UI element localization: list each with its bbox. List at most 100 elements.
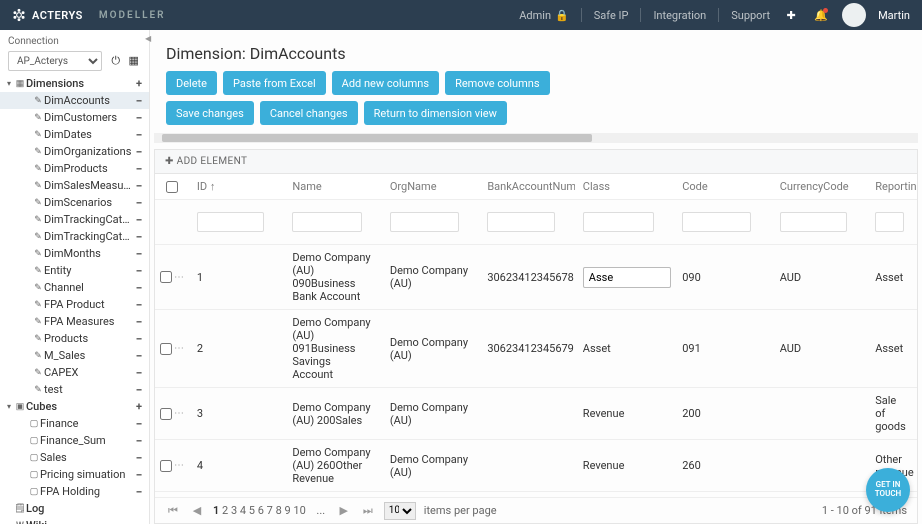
support-link[interactable]: Support xyxy=(731,9,770,22)
grid-filter-row xyxy=(155,200,917,245)
avatar[interactable] xyxy=(842,3,866,27)
tree-item[interactable]: ▢Sales− xyxy=(0,449,149,466)
tree-item[interactable]: ▢Finance− xyxy=(0,415,149,432)
tree-item[interactable]: ✎DimProducts− xyxy=(0,160,149,177)
col-curr[interactable]: CurrencyCode xyxy=(772,174,867,199)
pager-prev[interactable]: ◀ xyxy=(189,504,205,517)
table-row[interactable]: ⋯ 3 Demo Company (AU) 200Sales Demo Comp… xyxy=(155,388,917,440)
page-number[interactable]: 9 xyxy=(284,504,290,517)
filter-name[interactable] xyxy=(292,212,361,232)
tree-item[interactable]: ✎test− xyxy=(0,381,149,398)
integration-link[interactable]: Integration xyxy=(653,9,706,22)
tree-item[interactable]: ✎CAPEX− xyxy=(0,364,149,381)
power-icon[interactable]: ⏻ xyxy=(109,54,123,68)
admin-link[interactable]: Admin 🔒 xyxy=(519,9,568,22)
action-button[interactable]: Return to dimension view xyxy=(364,101,507,125)
lock-icon: 🔒 xyxy=(555,9,569,22)
action-button[interactable]: Paste from Excel xyxy=(223,71,326,95)
tree-item[interactable]: ✎DimOrganizations− xyxy=(0,143,149,160)
page-number[interactable]: 1 xyxy=(213,504,219,517)
safeip-link[interactable]: Safe IP xyxy=(594,9,629,22)
tree-item[interactable]: ▾▣Cubes+ xyxy=(0,398,149,415)
col-org[interactable]: OrgName xyxy=(382,174,479,199)
row-checkbox[interactable] xyxy=(160,343,172,355)
page-number[interactable]: 4 xyxy=(240,504,246,517)
page-number[interactable]: 2 xyxy=(222,504,228,517)
data-grid: ID ↑ Name OrgName BankAccountNumber Clas… xyxy=(154,174,918,524)
page-number[interactable]: 6 xyxy=(258,504,264,517)
tree-item[interactable]: ✎Channel− xyxy=(0,279,149,296)
tree-item[interactable]: ✎FPA Product− xyxy=(0,296,149,313)
action-button[interactable]: Save changes xyxy=(166,101,254,125)
wiki-item[interactable]: WWiki xyxy=(0,517,149,524)
action-button[interactable]: Delete xyxy=(166,71,217,95)
tree-item[interactable]: ✎DimScenarios− xyxy=(0,194,149,211)
col-class[interactable]: Class xyxy=(575,174,674,199)
filter-curr[interactable] xyxy=(780,212,848,232)
add-element-button[interactable]: ✚ ADD ELEMENT xyxy=(154,149,918,174)
tree-item[interactable]: ✎DimTrackingCategory1− xyxy=(0,211,149,228)
filter-id[interactable] xyxy=(197,212,265,232)
row-checkbox[interactable] xyxy=(160,271,172,283)
tree-item[interactable]: ✎DimAccounts− xyxy=(0,92,149,109)
tree-item[interactable]: ▢FPA Holding− xyxy=(0,483,149,500)
filter-rep[interactable] xyxy=(875,212,904,232)
page-number[interactable]: 3 xyxy=(231,504,237,517)
tree-item[interactable]: ✎DimTrackingCategory2− xyxy=(0,228,149,245)
pager-more[interactable]: ... xyxy=(314,504,328,517)
select-all-checkbox[interactable] xyxy=(166,181,178,193)
tree-item[interactable]: ✎Entity− xyxy=(0,262,149,279)
tree-item[interactable]: ✎FPA Measures− xyxy=(0,313,149,330)
page-number[interactable]: 7 xyxy=(267,504,273,517)
grid-header: ID ↑ Name OrgName BankAccountNumber Clas… xyxy=(155,174,917,200)
pager-last[interactable]: ⏭ xyxy=(360,504,376,518)
col-name[interactable]: Name xyxy=(284,174,381,199)
col-bank[interactable]: BankAccountNumber xyxy=(479,174,574,199)
tree-item[interactable]: ✎DimMonths− xyxy=(0,245,149,262)
tree-item[interactable]: ▢Finance_Sum− xyxy=(0,432,149,449)
action-button[interactable]: Add new columns xyxy=(332,71,439,95)
tree-item[interactable]: ✎M_Sales− xyxy=(0,347,149,364)
main-panel: Dimension: DimAccounts DeletePaste from … xyxy=(150,30,922,524)
action-button[interactable]: Remove columns xyxy=(445,71,549,95)
sidebar-collapse-icon[interactable]: ◀ xyxy=(145,34,155,44)
h-scrollbar-top[interactable] xyxy=(154,133,918,143)
brand-logo: ACTERYS MODELLER xyxy=(12,8,166,22)
table-row[interactable]: ⋯ 1 Demo Company (AU) 090Business Bank A… xyxy=(155,245,917,310)
log-item[interactable]: 🗒Log xyxy=(0,500,149,517)
col-code[interactable]: Code xyxy=(674,174,771,199)
tree-item[interactable]: ▢Pricing simuation− xyxy=(0,466,149,483)
tree-item[interactable]: ✎DimDates− xyxy=(0,126,149,143)
pager-first[interactable]: ⏮ xyxy=(165,504,181,518)
grid-icon[interactable]: ▦ xyxy=(127,54,141,68)
row-checkbox[interactable] xyxy=(160,460,172,472)
tree-item[interactable]: ▾▦Dimensions+ xyxy=(0,75,149,92)
row-checkbox[interactable] xyxy=(160,408,172,420)
bell-icon[interactable]: 🔔 xyxy=(812,6,830,24)
action-button[interactable]: Cancel changes xyxy=(260,101,358,125)
get-in-touch-fab[interactable]: GET IN TOUCH xyxy=(866,468,910,512)
tree-item[interactable]: ✎Products− xyxy=(0,330,149,347)
table-row[interactable]: ⋯ 2 Demo Company (AU) 091Business Saving… xyxy=(155,310,917,388)
table-row[interactable]: ⋯ 4 Demo Company (AU) 260Other Revenue D… xyxy=(155,440,917,492)
tree-item[interactable]: ✎DimSalesMeasures− xyxy=(0,177,149,194)
add-icon[interactable]: ✚ xyxy=(782,6,800,24)
page-size-select[interactable]: 10 xyxy=(384,502,416,520)
connection-select[interactable]: AP_Acterys xyxy=(8,51,102,71)
filter-code[interactable] xyxy=(682,212,751,232)
filter-org[interactable] xyxy=(390,212,459,232)
pager-next[interactable]: ▶ xyxy=(336,504,352,517)
pager: ⏮ ◀ 1 2 3 4 5 6 7 8 9 10 ... ▶ ⏭ 10 item… xyxy=(155,497,917,523)
col-rep[interactable]: ReportingCode xyxy=(867,174,917,199)
connection-label: Connection xyxy=(8,36,141,47)
page-number[interactable]: 10 xyxy=(293,504,305,517)
filter-bank[interactable] xyxy=(487,212,555,232)
filter-class[interactable] xyxy=(583,212,654,232)
tree-item[interactable]: ✎DimCustomers− xyxy=(0,109,149,126)
app-header: ACTERYS MODELLER Admin 🔒 Safe IP Integra… xyxy=(0,0,922,30)
col-id[interactable]: ID ↑ xyxy=(189,174,284,199)
brand-sub: MODELLER xyxy=(99,10,166,21)
page-number[interactable]: 5 xyxy=(249,504,255,517)
page-number[interactable]: 8 xyxy=(276,504,282,517)
class-edit-input[interactable] xyxy=(583,267,671,288)
